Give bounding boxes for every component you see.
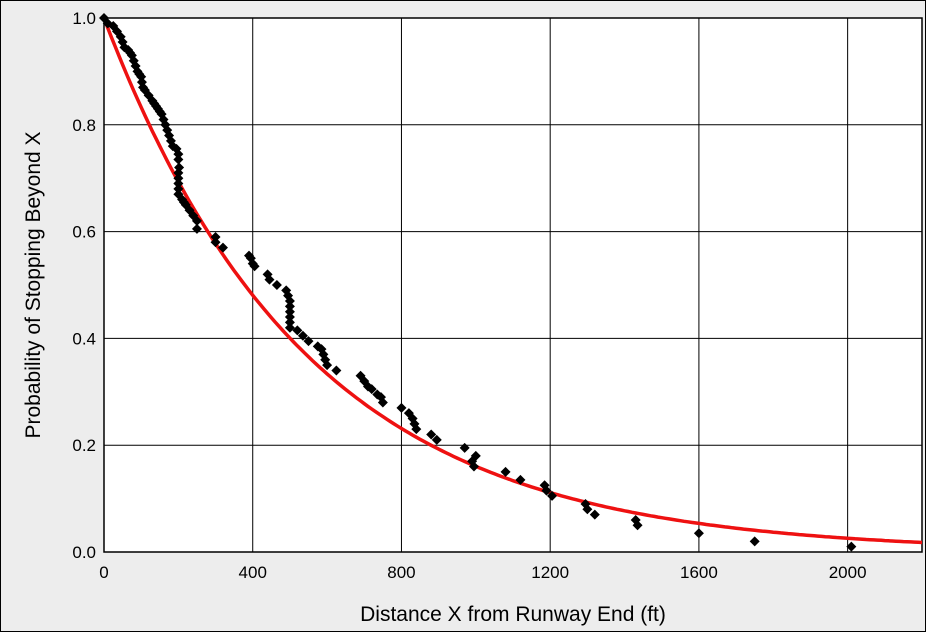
y-tick-label: 0.6 bbox=[72, 223, 96, 242]
data-point bbox=[632, 520, 643, 531]
y-tick-label: 0.4 bbox=[72, 329, 96, 348]
x-tick-label: 400 bbox=[239, 563, 267, 582]
data-point bbox=[210, 231, 221, 242]
data-point bbox=[693, 528, 704, 539]
y-axis-ticks: 0.0 0.2 0.4 0.6 0.8 1.0 bbox=[72, 9, 96, 562]
data-point bbox=[377, 397, 388, 408]
data-point bbox=[515, 474, 526, 485]
data-point bbox=[284, 312, 295, 323]
data-point bbox=[297, 330, 308, 341]
data-point bbox=[284, 301, 295, 312]
data-point bbox=[292, 325, 303, 336]
x-tick-label: 800 bbox=[387, 563, 415, 582]
y-tick-label: 0.2 bbox=[72, 436, 96, 455]
data-point bbox=[284, 306, 295, 317]
x-axis-ticks: 0 400 800 1200 1600 2000 bbox=[99, 563, 866, 582]
data-point bbox=[411, 424, 422, 435]
data-point bbox=[366, 384, 377, 395]
x-tick-label: 0 bbox=[99, 563, 108, 582]
data-point bbox=[541, 485, 552, 496]
data-point bbox=[547, 490, 558, 501]
data-point bbox=[284, 296, 295, 307]
data-point bbox=[217, 242, 228, 253]
fitted-curve-line bbox=[104, 18, 922, 545]
data-point bbox=[284, 322, 295, 333]
data-point bbox=[173, 173, 184, 184]
data-point bbox=[303, 336, 314, 347]
x-tick-label: 2000 bbox=[829, 563, 867, 582]
x-tick-label: 1600 bbox=[680, 563, 718, 582]
data-point bbox=[589, 509, 600, 520]
data-points-layer bbox=[99, 13, 857, 552]
data-point bbox=[322, 360, 333, 371]
data-point bbox=[396, 402, 407, 413]
data-point bbox=[426, 429, 437, 440]
y-tick-label: 0.8 bbox=[72, 116, 96, 135]
data-point bbox=[210, 237, 221, 248]
data-point bbox=[173, 167, 184, 178]
plot-border bbox=[103, 17, 923, 553]
data-point bbox=[468, 461, 479, 472]
data-point bbox=[331, 365, 342, 376]
data-point bbox=[264, 274, 275, 285]
y-axis-title: Probability of Stopping Beyond X bbox=[22, 131, 45, 438]
data-point bbox=[191, 223, 202, 234]
data-point bbox=[846, 541, 857, 552]
y-tick-label: 1.0 bbox=[72, 9, 96, 28]
plot-area bbox=[104, 18, 922, 552]
data-point bbox=[459, 442, 470, 453]
fit-curve-layer bbox=[104, 18, 922, 545]
data-point bbox=[173, 183, 184, 194]
y-tick-label: 0.0 bbox=[72, 543, 96, 562]
data-point bbox=[749, 536, 760, 547]
data-point bbox=[173, 178, 184, 189]
data-point bbox=[284, 317, 295, 328]
plot-border-rect bbox=[103, 17, 923, 553]
data-point bbox=[191, 215, 202, 226]
x-tick-label: 1200 bbox=[531, 563, 569, 582]
x-axis-title: Distance X from Runway End (ft) bbox=[360, 603, 666, 626]
data-point bbox=[271, 280, 282, 290]
data-point bbox=[249, 261, 260, 272]
data-point bbox=[500, 466, 511, 477]
data-point bbox=[431, 434, 442, 445]
data-point bbox=[173, 154, 184, 165]
data-point bbox=[582, 504, 593, 515]
data-point bbox=[173, 149, 184, 160]
